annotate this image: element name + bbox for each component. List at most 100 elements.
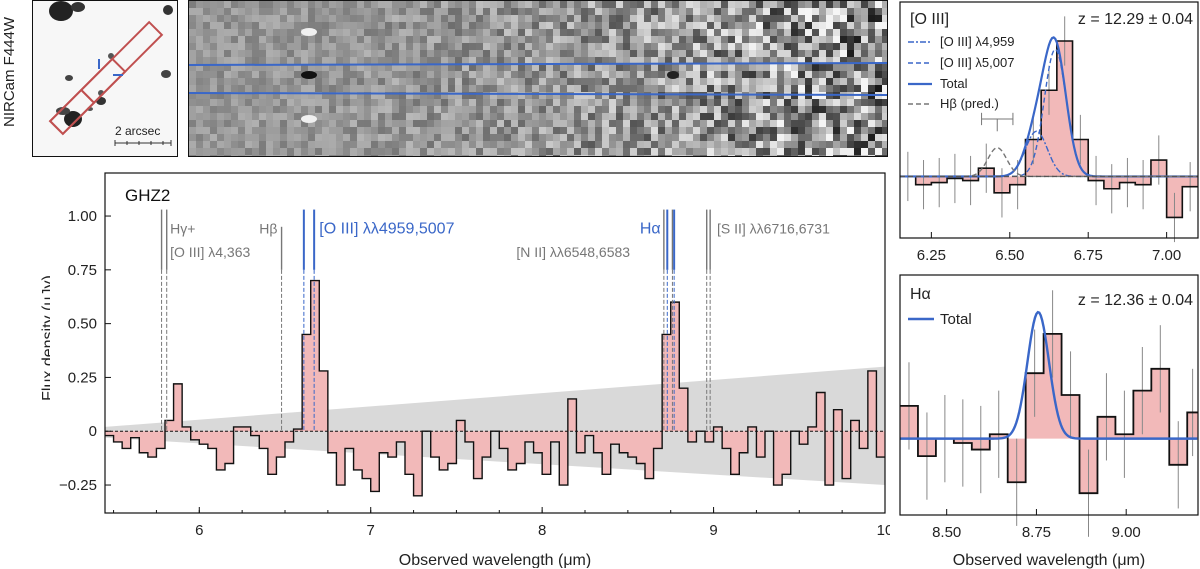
noise-pixel	[532, 50, 539, 57]
noise-pixel	[770, 134, 777, 141]
noise-pixel	[826, 106, 833, 113]
noise-pixel	[238, 85, 245, 92]
noise-pixel	[427, 127, 434, 134]
noise-pixel	[315, 155, 322, 156]
noise-pixel	[679, 148, 686, 155]
noise-pixel	[882, 148, 887, 155]
noise-pixel	[721, 155, 728, 156]
noise-pixel	[574, 36, 581, 43]
noise-pixel	[266, 43, 273, 50]
y-tick-label: −0.25	[59, 477, 97, 494]
noise-pixel	[833, 127, 840, 134]
noise-pixel	[308, 57, 315, 64]
noise-pixel	[224, 92, 231, 99]
noise-pixel	[644, 15, 651, 22]
noise-pixel	[532, 22, 539, 29]
noise-pixel	[756, 127, 763, 134]
noise-pixel	[266, 134, 273, 141]
noise-pixel	[196, 127, 203, 134]
noise-pixel	[287, 8, 294, 15]
noise-pixel	[364, 127, 371, 134]
noise-pixel	[847, 99, 854, 106]
noise-pixel	[651, 134, 658, 141]
noise-pixel	[196, 15, 203, 22]
noise-pixel	[511, 15, 518, 22]
noise-pixel	[336, 29, 343, 36]
noise-pixel	[882, 64, 887, 71]
noise-pixel	[504, 71, 511, 78]
noise-pixel	[693, 22, 700, 29]
noise-pixel	[329, 36, 336, 43]
noise-pixel	[630, 71, 637, 78]
noise-pixel	[308, 92, 315, 99]
noise-pixel	[581, 57, 588, 64]
noise-pixel	[602, 36, 609, 43]
noise-pixel	[462, 155, 469, 156]
noise-pixel	[728, 71, 735, 78]
noise-pixel	[525, 57, 532, 64]
noise-pixel	[413, 85, 420, 92]
noise-pixel	[875, 29, 882, 36]
noise-pixel	[280, 85, 287, 92]
y-tick-label: 1.00	[68, 208, 97, 225]
noise-pixel	[539, 8, 546, 15]
noise-pixel	[763, 113, 770, 120]
noise-pixel	[371, 85, 378, 92]
noise-pixel	[273, 155, 280, 156]
noise-pixel	[273, 141, 280, 148]
noise-pixel	[511, 8, 518, 15]
noise-pixel	[770, 106, 777, 113]
noise-pixel	[700, 78, 707, 85]
oiii-legend-label: [O III] λ5,007	[940, 55, 1014, 70]
noise-pixel	[574, 85, 581, 92]
noise-pixel	[749, 71, 756, 78]
noise-pixel	[812, 78, 819, 85]
noise-pixel	[497, 71, 504, 78]
noise-pixel	[581, 106, 588, 113]
noise-pixel	[497, 120, 504, 127]
noise-pixel	[644, 43, 651, 50]
noise-pixel	[196, 78, 203, 85]
noise-pixel	[833, 99, 840, 106]
noise-pixel	[777, 120, 784, 127]
noise-pixel	[350, 36, 357, 43]
noise-pixel	[679, 106, 686, 113]
noise-pixel	[420, 8, 427, 15]
noise-pixel	[245, 92, 252, 99]
noise-pixel	[882, 50, 887, 57]
noise-pixel	[847, 64, 854, 71]
noise-pixel	[644, 148, 651, 155]
noise-pixel	[777, 64, 784, 71]
noise-pixel	[392, 99, 399, 106]
noise-pixel	[413, 29, 420, 36]
noise-pixel	[294, 134, 301, 141]
noise-pixel	[343, 64, 350, 71]
noise-pixel	[406, 71, 413, 78]
noise-pixel	[567, 57, 574, 64]
noise-pixel	[476, 92, 483, 99]
noise-pixel	[273, 71, 280, 78]
noise-pixel	[448, 99, 455, 106]
noise-pixel	[616, 92, 623, 99]
noise-pixel	[196, 148, 203, 155]
noise-pixel	[196, 43, 203, 50]
noise-pixel	[364, 64, 371, 71]
noise-pixel	[868, 99, 875, 106]
noise-pixel	[686, 141, 693, 148]
noise-pixel	[238, 29, 245, 36]
noise-pixel	[322, 29, 329, 36]
noise-pixel	[616, 43, 623, 50]
noise-pixel	[392, 134, 399, 141]
noise-pixel	[672, 134, 679, 141]
noise-pixel	[833, 71, 840, 78]
noise-pixel	[791, 106, 798, 113]
noise-pixel	[315, 71, 322, 78]
noise-pixel	[287, 36, 294, 43]
noise-pixel	[518, 155, 525, 156]
noise-pixel	[189, 134, 196, 141]
noise-pixel	[553, 1, 560, 8]
noise-pixel	[427, 8, 434, 15]
noise-pixel	[847, 22, 854, 29]
noise-pixel	[525, 92, 532, 99]
noise-pixel	[847, 29, 854, 36]
